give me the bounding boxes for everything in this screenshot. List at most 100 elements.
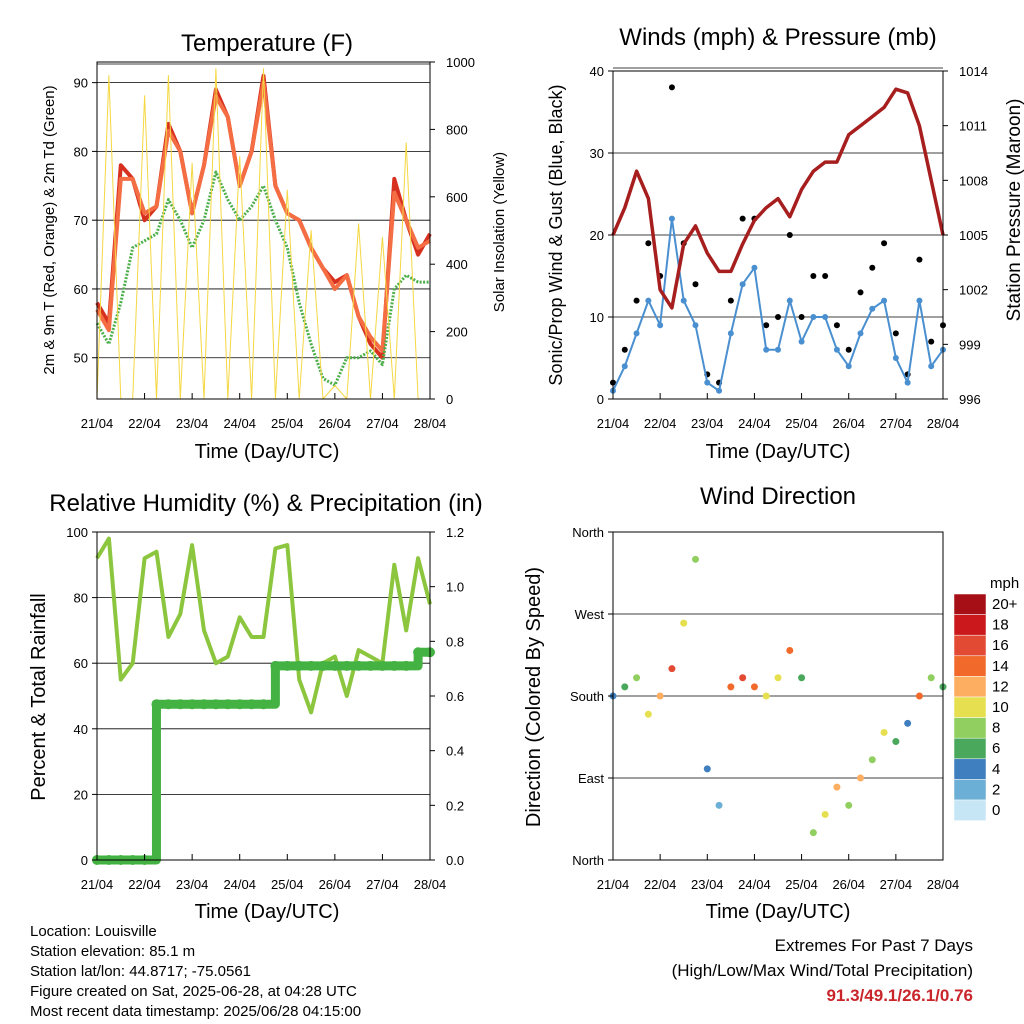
y2-tick-label: 1005: [959, 228, 988, 243]
figure-created: Figure created on Sat, 2025-06-28, at 04…: [30, 983, 357, 1000]
y2-tick-label: 800: [446, 122, 468, 137]
y-tick-label: North: [572, 525, 604, 540]
gust-point: [833, 322, 840, 329]
y2-tick-label: 600: [446, 190, 468, 205]
x-tick-label: 27/04: [366, 416, 399, 431]
winds-title: Winds (mph) & Pressure (mb): [619, 24, 936, 51]
direction-point: [892, 738, 900, 746]
direction-point: [868, 756, 876, 764]
y2-tick-label: 0.4: [446, 744, 464, 759]
gust-point: [845, 346, 852, 353]
legend-swatch: [953, 634, 987, 657]
temperature-y2-ticks: 0 200 400 600 800 1000: [430, 55, 475, 407]
gust-point: [928, 338, 935, 345]
direction-point: [668, 665, 676, 673]
x-tick-label: 24/04: [738, 416, 771, 431]
y2-tick-label: 0.6: [446, 689, 464, 704]
direction-point: [845, 801, 853, 809]
x-tick-label: 23/04: [176, 416, 209, 431]
precipitation-point: [329, 660, 340, 671]
precipitation-line: [92, 647, 435, 865]
humidity-x-ticks: 21/04 22/04 23/04 24/04 25/04 26/04 27/04 28/04: [81, 854, 447, 892]
precipitation-point: [401, 660, 412, 671]
y-tick-label: South: [570, 689, 604, 704]
extremes-title: Extremes For Past 7 Days: [774, 936, 973, 955]
y-tick-label: 30: [590, 146, 604, 161]
direction-point: [809, 829, 817, 837]
y2-tick-label: 1014: [959, 64, 988, 79]
x-tick-label: 28/04: [414, 877, 447, 892]
x-tick-label: 26/04: [832, 416, 865, 431]
x-tick-label: 23/04: [176, 877, 209, 892]
series-line-solar-insolation: [96, 68, 430, 400]
x-tick-label: 28/04: [927, 877, 960, 892]
direction-point: [656, 692, 664, 700]
direction-point: [739, 674, 747, 682]
direction-point: [915, 692, 923, 700]
y-tick-label: 20: [74, 787, 88, 802]
precipitation-point: [187, 699, 198, 710]
precipitation-point: [389, 660, 400, 671]
x-tick-label: 27/04: [880, 416, 913, 431]
humidity-title: Relative Humidity (%) & Precipitation (i…: [49, 490, 482, 517]
y-tick-label: 90: [74, 76, 88, 91]
direction-point: [644, 710, 652, 718]
x-tick-label: 24/04: [223, 416, 256, 431]
y2-tick-label: 400: [446, 257, 468, 272]
winds-x-ticks: 21/04 22/04 23/04 24/04 25/04 26/04 27/04 28/04: [597, 393, 959, 431]
extremes-subtitle: (High/Low/Max Wind/Total Precipitation): [671, 961, 973, 980]
humidity-y-axis-label: Percent & Total Rainfall: [28, 593, 50, 801]
direction-title: Wind Direction: [700, 483, 856, 510]
extremes-summary: Extremes For Past 7 Days (High/Low/Max W…: [672, 933, 973, 1008]
precipitation-point: [377, 660, 388, 671]
precipitation-point: [163, 699, 174, 710]
precipitation-point: [175, 699, 186, 710]
temperature-plot-frame: [96, 61, 431, 400]
y2-tick-label: 1.0: [446, 580, 464, 595]
precipitation-point: [306, 660, 317, 671]
x-tick-label: 28/04: [414, 416, 447, 431]
direction-y-axis-label: Direction (Colored By Speed): [523, 567, 545, 827]
station-elevation: Station elevation: 85.1 m: [30, 943, 196, 960]
humidity-panel: Relative Humidity (%) & Precipitation (i…: [28, 490, 483, 923]
speed-legend-title: mph: [990, 575, 1019, 592]
humidity-gridlines: [97, 531, 430, 861]
legend-label: 0: [992, 802, 1000, 819]
legend-swatch: [953, 737, 987, 760]
direction-point: [821, 810, 829, 818]
temperature-y-ticks: 50 60 70 80 90: [74, 76, 97, 366]
x-tick-label: 25/04: [271, 877, 304, 892]
direction-panel: Wind Direction 21/04 22/04 23/04 24/04 25/04…: [523, 483, 1019, 923]
precipitation-point: [317, 660, 328, 671]
x-tick-label: 25/04: [785, 877, 818, 892]
latest-data-timestamp: Most recent data timestamp: 2025/06/28 0…: [30, 1003, 362, 1020]
direction-point: [880, 728, 888, 736]
gust-point: [881, 240, 888, 247]
humidity-x-axis-label: Time (Day/UTC): [195, 901, 340, 923]
y-tick-label: 60: [74, 282, 88, 297]
x-tick-label: 23/04: [691, 877, 724, 892]
direction-point: [833, 783, 841, 791]
y-tick-label: 10: [590, 310, 604, 325]
direction-point: [692, 555, 699, 563]
y2-tick-label: 1.2: [446, 525, 464, 540]
gust-point: [668, 84, 675, 91]
x-tick-label: 24/04: [223, 877, 256, 892]
legend-label: 2: [992, 781, 1000, 798]
gust-point: [621, 346, 628, 353]
y2-tick-label: 999: [959, 337, 981, 352]
y-tick-label: 40: [74, 722, 88, 737]
y2-tick-label: 0.2: [446, 798, 464, 813]
direction-point: [904, 719, 912, 727]
temperature-y-axis-label: 2m & 9m T (Red, Orange) & 2m Td (Green): [41, 85, 58, 374]
x-tick-label: 21/04: [597, 877, 630, 892]
direction-point: [633, 674, 641, 682]
precipitation-point: [341, 660, 352, 671]
gust-point: [775, 314, 781, 320]
temperature-series: [95, 63, 432, 400]
winds-y-ticks: 0 10 20 30 40: [590, 64, 613, 407]
legend-swatch: [953, 593, 987, 615]
direction-point: [727, 683, 735, 691]
winds-y2-ticks: 996 999 1002 1005 1008 1011 1014: [943, 64, 988, 407]
gust-point: [763, 322, 770, 329]
